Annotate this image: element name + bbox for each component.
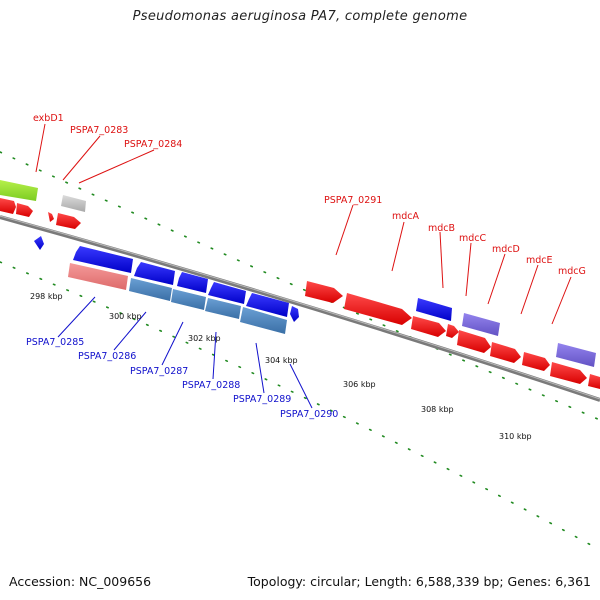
bottom-leader-lines [57,296,313,409]
leader-mdcA [391,221,405,272]
scale-ticks: 298 kbp 300 kbp 302 kbp 304 kbp 306 kbp … [30,292,532,441]
gene-PSPA7_0290 [246,293,289,317]
outer-dot-arc [0,151,600,421]
gene-mdcE [490,342,521,363]
leader-mdcB [439,231,444,289]
gene-red-right-1 [522,352,550,371]
leader-mdcD [487,253,506,305]
leader-exbD1 [35,123,46,173]
gene-PSPA7_0288 [205,298,241,319]
gene-PSPA7_0289 [240,307,287,334]
leader-mdcE [520,264,539,315]
gene-mdcG [556,343,596,367]
leader-PSPA7_0289 [255,342,265,394]
accession-text: Accession: NC_009656 [9,574,152,589]
label-exbD1: exbD1 [33,113,64,124]
label-mdcC: mdcC [459,233,487,244]
gene-mdcC [462,313,500,336]
forward-strand-genes[interactable] [0,180,600,389]
genome-backbone-highlight [0,215,600,400]
gene-red-mid-2 [446,324,459,338]
label-PSPA7_0288: PSPA7_0288 [182,380,240,391]
gene-red-small-3 [48,212,54,222]
leader-PSPA7_0284 [78,149,155,184]
gene-red-right-3 [588,374,600,389]
leader-mdcG [551,276,572,325]
label-PSPA7_0291: PSPA7_0291 [324,195,382,206]
label-PSPA7_0283: PSPA7_0283 [70,125,128,136]
gene-mdcA [344,293,412,325]
gene-PSPA7_0284 [56,213,81,229]
tick-308: 308 kbp [421,405,454,414]
leader-mdcC [465,242,472,297]
tick-304: 304 kbp [265,356,298,365]
map-title: Pseudomonas aeruginosa PA7, complete gen… [132,9,468,24]
gene-PSPA7_0286-upper [73,246,133,273]
label-PSPA7_0286: PSPA7_0286 [78,351,136,362]
reverse-strand-genes[interactable] [34,236,299,334]
gene-small-blue [34,236,44,250]
label-mdcB: mdcB [428,223,455,234]
tick-298: 298 kbp [30,292,63,301]
label-PSPA7_0289: PSPA7_0289 [233,394,291,405]
label-mdcA: mdcA [392,211,420,222]
leader-PSPA7_0283 [62,135,101,181]
tick-310: 310 kbp [499,432,532,441]
label-PSPA7_0284: PSPA7_0284 [124,139,182,150]
gene-mdcB [416,298,452,321]
tick-300: 300 kbp [109,312,142,321]
label-mdcD: mdcD [492,244,520,255]
genome-backbone [0,215,600,402]
gene-PSPA7_0283 [61,195,86,212]
leader-PSPA7_0290 [289,363,313,409]
label-PSPA7_0285: PSPA7_0285 [26,337,84,348]
tick-306: 306 kbp [343,380,376,389]
gene-PSPA7_0287 [171,289,206,310]
label-mdcG: mdcG [558,266,586,277]
gene-mdcD [457,330,491,353]
leader-PSPA7_0285 [57,296,96,338]
gene-red-right-2 [550,362,587,384]
label-PSPA7_0290: PSPA7_0290 [280,409,338,420]
gene-exbD1 [0,180,38,201]
bottom-gene-labels: PSPA7_0285 PSPA7_0286 PSPA7_0287 PSPA7_0… [26,337,338,420]
top-gene-labels: exbD1 PSPA7_0283 PSPA7_0284 PSPA7_0291 m… [33,113,586,277]
gene-red-mid [411,316,446,337]
gene-PSPA7_0287-upper [134,262,175,285]
gene-PSPA7_0291 [305,281,343,303]
leader-PSPA7_0291 [335,204,354,256]
gene-red-small-2 [16,203,33,217]
label-PSPA7_0287: PSPA7_0287 [130,366,188,377]
gene-PSPA7_0288-upper [177,272,208,293]
gene-PSPA7_0289-upper [208,282,246,304]
gene-PSPA7_0285 [68,263,128,290]
gene-PSPA7_0290-tip [290,306,299,322]
tick-302: 302 kbp [188,334,221,343]
leader-PSPA7_0288 [212,331,217,380]
leader-PSPA7_0287 [161,321,184,366]
top-leader-lines [35,123,572,325]
label-mdcE: mdcE [526,255,553,266]
gene-PSPA7_0286 [129,278,172,301]
topology-text: Topology: circular; Length: 6,588,339 bp… [247,574,591,589]
gene-red-small-1 [0,198,16,214]
leader-PSPA7_0286 [113,311,147,351]
